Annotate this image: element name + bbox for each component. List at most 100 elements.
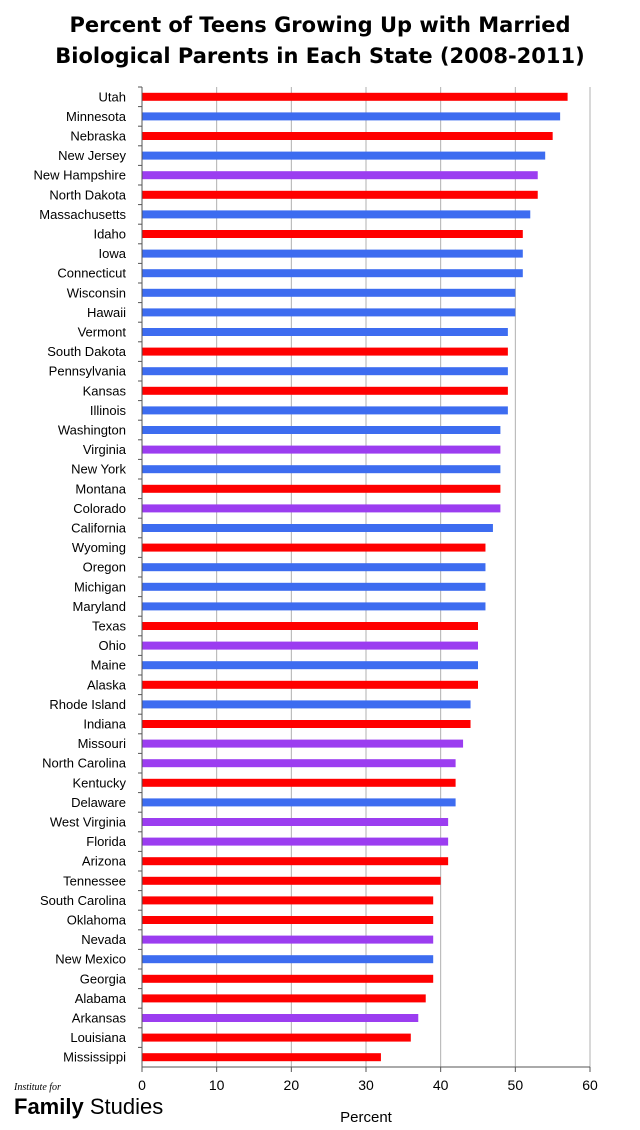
category-label-iowa: Iowa <box>99 246 127 261</box>
category-label-arkansas: Arkansas <box>72 1011 127 1026</box>
x-tick-label-0: 0 <box>138 1077 146 1093</box>
logo-name-bold: Family <box>14 1094 84 1119</box>
category-label-vermont: Vermont <box>78 325 127 340</box>
bar-alaska <box>142 680 478 689</box>
bar-rhode-island <box>142 700 471 709</box>
category-label-hawaii: Hawaii <box>87 305 126 320</box>
category-label-oregon: Oregon <box>83 560 126 575</box>
bar-tennessee <box>142 876 441 885</box>
category-label-nevada: Nevada <box>81 932 127 947</box>
x-tick-label-20: 20 <box>284 1077 300 1093</box>
category-label-tennessee: Tennessee <box>63 873 126 888</box>
bar-nebraska <box>142 132 553 140</box>
bar-wyoming <box>142 543 486 552</box>
bar-new-york <box>142 465 501 474</box>
logo-name: Family Studies <box>14 1094 163 1120</box>
bar-oregon <box>142 563 486 572</box>
category-label-california: California <box>71 521 127 536</box>
category-label-south-dakota: South Dakota <box>47 344 127 359</box>
bar-wisconsin <box>142 288 516 297</box>
category-label-wisconsin: Wisconsin <box>67 285 126 300</box>
bar-florida <box>142 837 449 846</box>
bar-california <box>142 524 493 532</box>
x-tick-label-50: 50 <box>508 1077 524 1093</box>
bar-utah <box>142 92 568 101</box>
bar-new-mexico <box>142 955 434 964</box>
bar-hawaii <box>142 308 516 317</box>
x-tick-label-30: 30 <box>358 1077 374 1093</box>
bar-new-hampshire <box>142 171 538 180</box>
chart-title: Percent of Teens Growing Up with Married… <box>0 10 640 72</box>
bar-illinois <box>142 406 508 415</box>
bar-virginia <box>142 445 501 454</box>
category-label-maryland: Maryland <box>73 599 126 614</box>
category-label-nebraska: Nebraska <box>70 129 126 144</box>
category-label-new-hampshire: New Hampshire <box>34 168 126 183</box>
category-label-ohio: Ohio <box>99 638 126 653</box>
category-label-idaho: Idaho <box>93 227 126 242</box>
category-label-south-carolina: South Carolina <box>40 893 127 908</box>
category-label-utah: Utah <box>99 89 126 104</box>
chart-title-line-1: Percent of Teens Growing Up with Married <box>69 13 571 37</box>
category-label-delaware: Delaware <box>71 795 126 810</box>
bar-maryland <box>142 602 486 611</box>
category-label-georgia: Georgia <box>80 971 127 986</box>
x-axis-title: Percent <box>340 1109 393 1126</box>
x-tick-label-60: 60 <box>582 1077 598 1093</box>
bar-nevada <box>142 935 434 944</box>
x-tick-label-40: 40 <box>433 1077 449 1093</box>
bar-connecticut <box>142 269 523 278</box>
bar-mississippi <box>142 1053 381 1062</box>
category-label-florida: Florida <box>86 834 127 849</box>
bar-kentucky <box>142 778 456 787</box>
category-label-rhode-island: Rhode Island <box>49 697 126 712</box>
logo-prefix: Institute for <box>14 1082 61 1093</box>
bar-missouri <box>142 739 464 748</box>
category-label-mississippi: Mississippi <box>63 1050 126 1065</box>
category-label-arizona: Arizona <box>82 854 127 869</box>
bar-michigan <box>142 582 486 591</box>
category-label-pennsylvania: Pennsylvania <box>49 364 127 379</box>
category-label-oklahoma: Oklahoma <box>67 913 127 928</box>
chart-title-line-2: Biological Parents in Each State (2008-2… <box>55 44 585 68</box>
bar-georgia <box>142 974 434 983</box>
bar-pennsylvania <box>142 367 508 376</box>
category-label-alabama: Alabama <box>75 991 127 1006</box>
category-label-louisiana: Louisiana <box>70 1030 126 1045</box>
category-label-new-mexico: New Mexico <box>55 952 126 967</box>
logo-name-light: Studies <box>83 1094 164 1119</box>
category-label-new-york: New York <box>71 462 126 477</box>
bar-indiana <box>142 720 471 728</box>
bar-arkansas <box>142 1014 419 1022</box>
bar-north-dakota <box>142 190 538 199</box>
category-label-wyoming: Wyoming <box>72 540 126 555</box>
category-label-west-virginia: West Virginia <box>50 815 127 830</box>
bar-west-virginia <box>142 818 449 826</box>
category-label-new-jersey: New Jersey <box>58 148 126 163</box>
category-label-maine: Maine <box>91 658 126 673</box>
bar-minnesota <box>142 112 561 121</box>
category-label-texas: Texas <box>92 619 126 634</box>
category-label-connecticut: Connecticut <box>57 266 126 281</box>
category-label-missouri: Missouri <box>78 736 127 751</box>
category-label-massachusetts: Massachusetts <box>39 207 126 222</box>
bar-south-carolina <box>142 896 434 905</box>
institute-logo: Institute for Family Studies <box>14 1082 163 1120</box>
category-label-alaska: Alaska <box>87 677 127 692</box>
bar-texas <box>142 622 478 630</box>
bar-montana <box>142 484 501 493</box>
category-label-illinois: Illinois <box>90 403 127 418</box>
category-label-colorado: Colorado <box>73 501 126 516</box>
bar-north-carolina <box>142 759 456 768</box>
bar-new-jersey <box>142 151 546 160</box>
bar-idaho <box>142 230 523 238</box>
bar-colorado <box>142 504 501 513</box>
bar-massachusetts <box>142 210 531 219</box>
bar-washington <box>142 426 501 434</box>
bar-iowa <box>142 249 523 258</box>
bar-oklahoma <box>142 916 434 924</box>
category-label-kentucky: Kentucky <box>73 775 127 790</box>
bar-south-dakota <box>142 347 508 356</box>
bar-delaware <box>142 798 456 807</box>
